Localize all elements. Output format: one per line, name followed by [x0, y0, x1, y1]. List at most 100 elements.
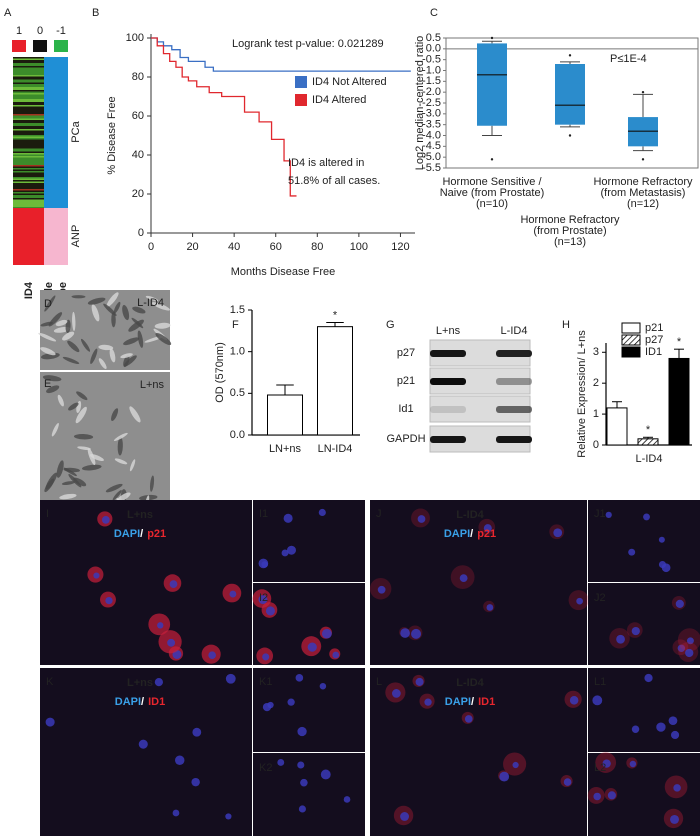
- band: [496, 378, 532, 385]
- nucleus: [297, 726, 307, 737]
- nucleus: [464, 715, 473, 723]
- survival-line: [151, 37, 411, 72]
- panel-letter: C: [430, 7, 438, 19]
- heatmap-row: [13, 183, 44, 185]
- significance: *: [677, 336, 682, 348]
- heatmap-row: [13, 195, 44, 197]
- significance: *: [333, 309, 338, 321]
- heatmap-row: [13, 207, 44, 209]
- heatmap-block: [13, 208, 44, 265]
- heatmap-row: [13, 198, 44, 200]
- nucleus: [262, 653, 270, 661]
- legend-label: 1: [16, 25, 22, 37]
- nucleus: [607, 791, 616, 800]
- cell: [63, 467, 81, 473]
- x-axis-label: Months Disease Free: [231, 266, 336, 278]
- stain-marker: ID1: [478, 696, 495, 708]
- panel-letter: B: [92, 7, 99, 19]
- nucleus: [93, 572, 100, 579]
- cell: [81, 464, 102, 471]
- outlier: [641, 158, 645, 161]
- nucleus: [45, 717, 55, 727]
- heatmap-row: [13, 172, 44, 175]
- outlier: [568, 134, 572, 137]
- bar: [267, 394, 303, 436]
- nucleus: [670, 814, 679, 824]
- heatmap-row: [13, 69, 44, 71]
- y-tick-label: -1.5: [422, 75, 441, 87]
- heatmap-row: [13, 63, 44, 65]
- heatmap-row: [13, 64, 44, 67]
- stain-sep: /: [471, 696, 474, 708]
- y-tick-label: -3.0: [422, 108, 441, 120]
- lane-label: L-ID4: [501, 325, 528, 337]
- nucleus: [658, 536, 665, 543]
- heatmap-row: [13, 156, 44, 158]
- cell: [154, 322, 171, 329]
- cell: [68, 474, 82, 488]
- legend-swatch: [621, 334, 641, 346]
- heatmap-row: [13, 79, 44, 82]
- y-tick-label: 2: [593, 377, 599, 389]
- heatmap-row: [13, 60, 44, 62]
- y-tick-label: -2.0: [422, 86, 441, 98]
- nucleus: [377, 585, 386, 594]
- annotation: Logrank test p-value: 0.021289: [232, 38, 384, 50]
- inset-letter: L2: [594, 762, 606, 774]
- heatmap-row: [13, 201, 44, 203]
- nucleus: [300, 778, 308, 787]
- heatmap-row: [13, 129, 44, 131]
- panel-letter: I: [46, 508, 49, 520]
- panel-letter: L: [376, 676, 382, 688]
- heatmap-row: [13, 96, 44, 98]
- cell: [112, 490, 122, 501]
- legend-swatch: [12, 40, 26, 52]
- band: [430, 436, 466, 443]
- nucleus: [225, 673, 236, 684]
- cell: [46, 385, 60, 394]
- condition-label: L-ID4: [456, 677, 484, 689]
- heatmap-row: [13, 109, 44, 112]
- heatmap-row: [13, 58, 44, 61]
- cell: [98, 358, 107, 369]
- heatmap-row: [13, 177, 44, 179]
- heatmap-row: [13, 94, 44, 97]
- heatmap-row: [13, 157, 44, 160]
- legend-swatch: [54, 40, 68, 52]
- cell: [48, 312, 63, 327]
- cell: [122, 304, 130, 321]
- annotation: P≤1E-4: [610, 53, 647, 65]
- outlier: [568, 54, 572, 57]
- heatmap-row: [13, 81, 44, 83]
- cell: [113, 432, 128, 441]
- cell: [44, 295, 56, 312]
- significance: *: [646, 424, 651, 436]
- legend-swatch: [295, 94, 307, 106]
- fluor-image: [40, 500, 252, 665]
- legend-swatch: [33, 40, 47, 52]
- nucleus: [167, 638, 176, 647]
- nucleus: [670, 730, 680, 740]
- heatmap-row: [13, 184, 44, 187]
- cell: [71, 295, 86, 299]
- y-tick-label: 1.5: [230, 304, 245, 316]
- cell: [51, 422, 59, 437]
- y-tick-label: 1: [593, 408, 599, 420]
- cell: [117, 437, 123, 456]
- y-tick-label: -3.5: [422, 119, 441, 131]
- outlier: [490, 158, 494, 161]
- heatmap-row: [13, 180, 44, 182]
- heatmap-row: [13, 91, 44, 94]
- nucleus: [307, 642, 317, 652]
- cell: [114, 458, 128, 465]
- heatmap-row: [13, 126, 44, 128]
- nucleus: [105, 596, 113, 605]
- heatmap-row: [13, 189, 44, 191]
- category-label: (n=12): [627, 198, 659, 210]
- heatmap-row: [13, 193, 44, 196]
- legend-swatch: [295, 76, 307, 88]
- cell: [151, 302, 171, 311]
- sample-type: [44, 57, 68, 208]
- heatmap-row: [13, 118, 44, 121]
- condition-label: L+ns: [127, 677, 153, 689]
